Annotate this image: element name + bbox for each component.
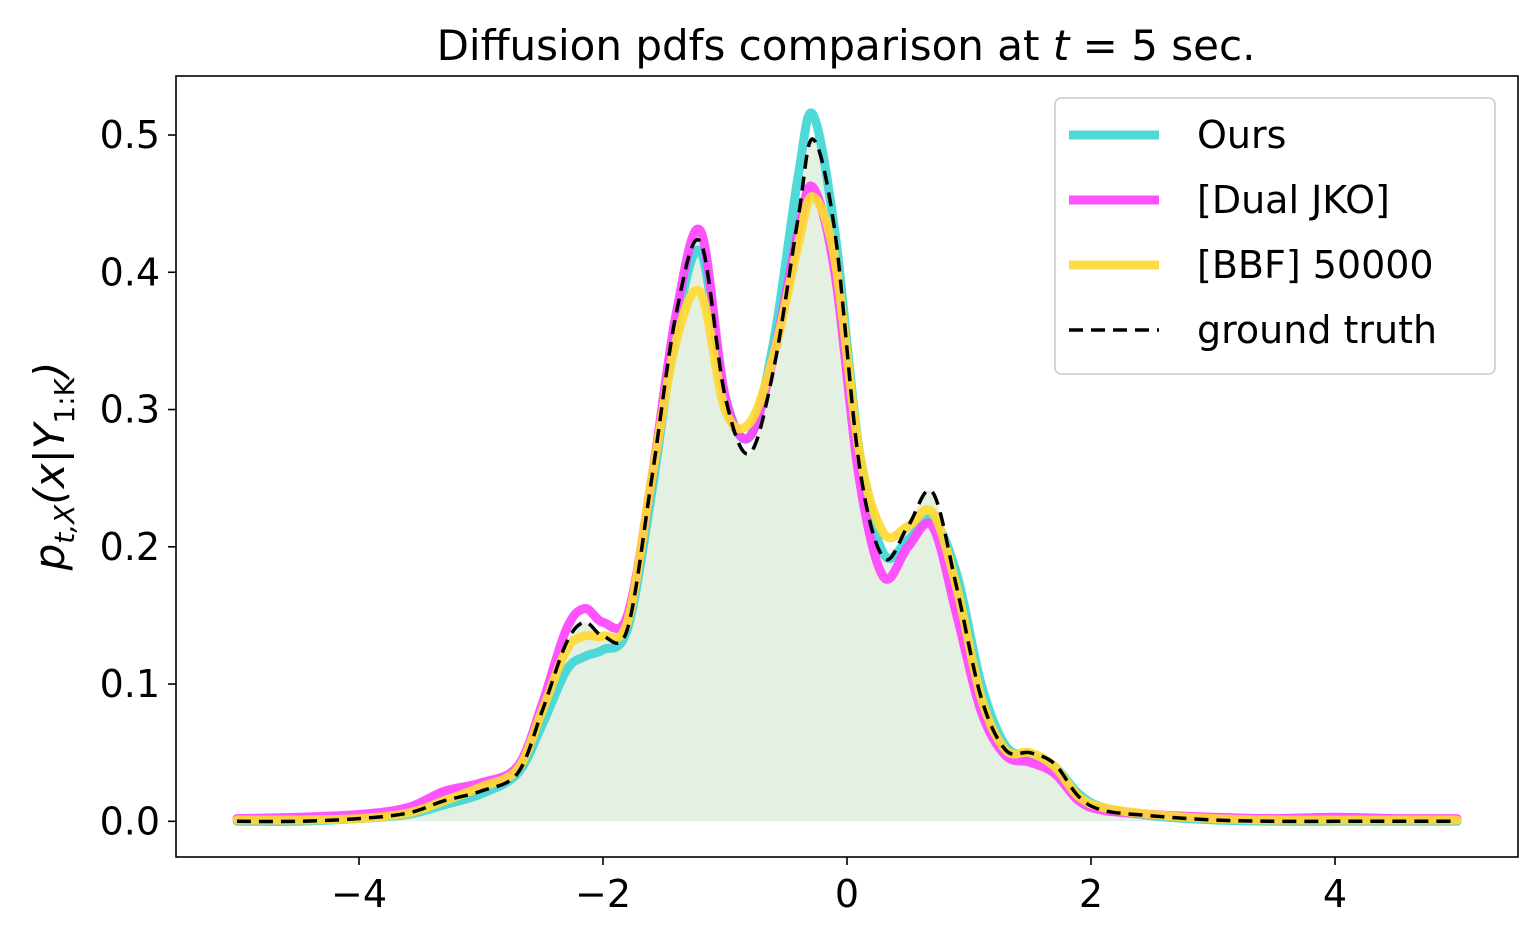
ground-truth-fill bbox=[237, 139, 1457, 822]
x-tick-label: 0 bbox=[835, 872, 859, 916]
y-axis-label-mid: (x|Y bbox=[25, 420, 74, 504]
legend-box bbox=[1054, 97, 1496, 375]
y-axis-label-sub: t,X bbox=[48, 504, 81, 544]
legend-label-2: [BBF] 50000 bbox=[1197, 243, 1434, 287]
y-tick-label: 0.5 bbox=[100, 113, 160, 157]
legend-label-0: Ours bbox=[1197, 113, 1286, 157]
chart-title: Diffusion pdfs comparison at t = 5 sec. bbox=[437, 21, 1256, 70]
x-tick-label: −4 bbox=[331, 872, 387, 916]
x-tick-label: 2 bbox=[1079, 872, 1103, 916]
chart-title-text: Diffusion pdfs comparison at bbox=[437, 21, 1053, 70]
y-axis-label: pt,X(x|Y1:K) bbox=[25, 362, 81, 572]
series-line-3 bbox=[236, 137, 1457, 824]
plot-area bbox=[232, 108, 1462, 827]
y-tick-label: 0.0 bbox=[100, 799, 160, 843]
y-axis-label-base: p bbox=[25, 544, 74, 572]
chart-title-var: t bbox=[1053, 21, 1071, 70]
y-axis-label-sub2: 1:K bbox=[48, 377, 81, 423]
y-tick-label: 0.2 bbox=[100, 525, 160, 569]
axes: −4 −2 0 2 4 0.0 0.1 0.2 0.3 0.4 0.5 bbox=[100, 75, 1519, 916]
y-axis-label-end: ) bbox=[25, 362, 74, 381]
y-tick-label: 0.3 bbox=[100, 388, 160, 432]
legend-label-1: [Dual JKO] bbox=[1197, 178, 1390, 222]
y-tick-label: 0.4 bbox=[100, 250, 160, 294]
chart-title-rest: = 5 sec. bbox=[1069, 21, 1255, 70]
x-tick-label: −2 bbox=[575, 872, 631, 916]
legend: Ours [Dual JKO] [BBF] 50000 ground truth bbox=[1054, 97, 1496, 375]
legend-label-3: ground truth bbox=[1197, 308, 1437, 352]
y-tick-label: 0.1 bbox=[100, 662, 160, 706]
x-tick-label: 4 bbox=[1323, 872, 1347, 916]
